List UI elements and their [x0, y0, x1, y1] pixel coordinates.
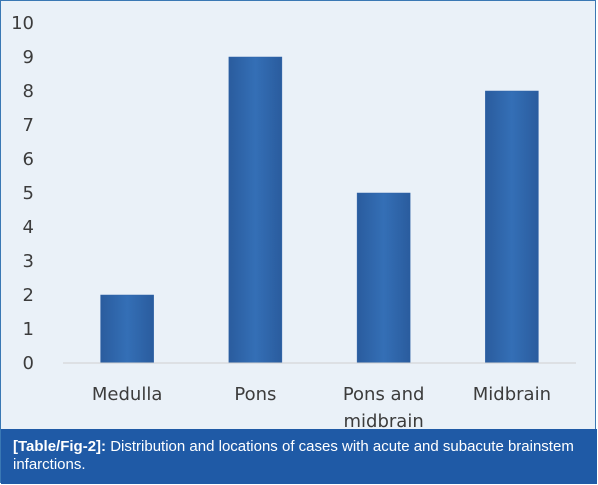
y-tick-label: 7: [23, 115, 34, 136]
y-tick-label: 5: [23, 183, 34, 204]
y-tick-label: 6: [23, 149, 34, 170]
caption-label: [Table/Fig-2]:: [13, 438, 107, 455]
bar-chart: 0 1 2 3 4 5 6 7 8 9 10 Medulla Pons Pons and midbrain…: [11, 13, 576, 429]
y-tick-label: 2: [23, 285, 34, 306]
bar: [228, 56, 283, 364]
x-tick-label: Midbrain: [473, 384, 551, 405]
bar: [100, 294, 154, 364]
y-tick-label: 4: [23, 217, 34, 238]
x-tick-label: midbrain: [344, 411, 424, 429]
y-axis-ticks: 0 1 2 3 4 5 6 7 8 9 10: [11, 13, 34, 374]
x-axis-labels: Medulla Pons Pons and midbrain Midbrain: [92, 384, 551, 429]
caption-text: Distribution and locations of cases with…: [13, 438, 574, 473]
y-tick-label: 10: [11, 13, 34, 34]
bar: [485, 90, 539, 364]
x-tick-label: Medulla: [92, 384, 162, 405]
y-tick-label: 8: [23, 81, 34, 102]
x-tick-label: Pons and: [343, 384, 425, 405]
y-tick-label: 9: [23, 47, 34, 68]
y-tick-label: 1: [23, 319, 34, 340]
bar: [356, 192, 411, 364]
y-tick-label: 0: [23, 353, 34, 374]
bars: [100, 56, 539, 364]
y-tick-label: 3: [23, 251, 34, 272]
figure-caption: [Table/Fig-2]: Distribution and location…: [1, 429, 597, 484]
x-tick-label: Pons: [234, 384, 276, 405]
